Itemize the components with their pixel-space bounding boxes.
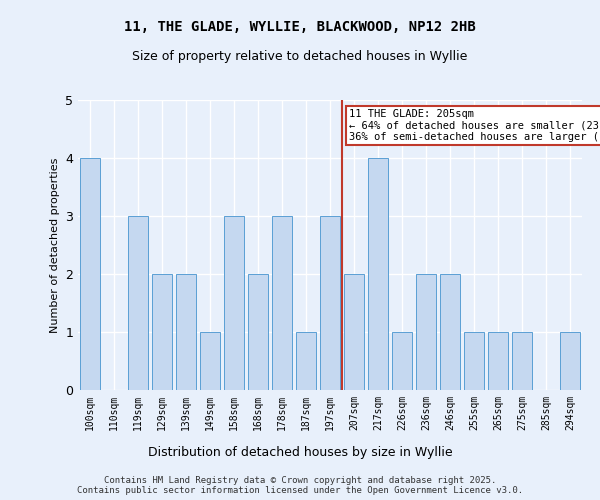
Text: 11 THE GLADE: 205sqm
← 64% of detached houses are smaller (23)
36% of semi-detac: 11 THE GLADE: 205sqm ← 64% of detached h… xyxy=(349,108,600,142)
Bar xyxy=(248,274,268,390)
Bar xyxy=(224,216,244,390)
Bar xyxy=(392,332,412,390)
Text: Contains HM Land Registry data © Crown copyright and database right 2025.
Contai: Contains HM Land Registry data © Crown c… xyxy=(77,476,523,495)
Bar xyxy=(416,274,436,390)
Y-axis label: Number of detached properties: Number of detached properties xyxy=(50,158,59,332)
Text: Size of property relative to detached houses in Wyllie: Size of property relative to detached ho… xyxy=(133,50,467,63)
Bar xyxy=(80,158,100,390)
Bar xyxy=(200,332,220,390)
Bar xyxy=(128,216,148,390)
Bar xyxy=(464,332,484,390)
Bar xyxy=(488,332,508,390)
Bar xyxy=(272,216,292,390)
Text: Distribution of detached houses by size in Wyllie: Distribution of detached houses by size … xyxy=(148,446,452,459)
Bar xyxy=(296,332,316,390)
Bar xyxy=(344,274,364,390)
Bar xyxy=(560,332,580,390)
Bar xyxy=(176,274,196,390)
Bar xyxy=(320,216,340,390)
Bar xyxy=(368,158,388,390)
Text: 11, THE GLADE, WYLLIE, BLACKWOOD, NP12 2HB: 11, THE GLADE, WYLLIE, BLACKWOOD, NP12 2… xyxy=(124,20,476,34)
Bar xyxy=(152,274,172,390)
Bar xyxy=(440,274,460,390)
Bar xyxy=(512,332,532,390)
